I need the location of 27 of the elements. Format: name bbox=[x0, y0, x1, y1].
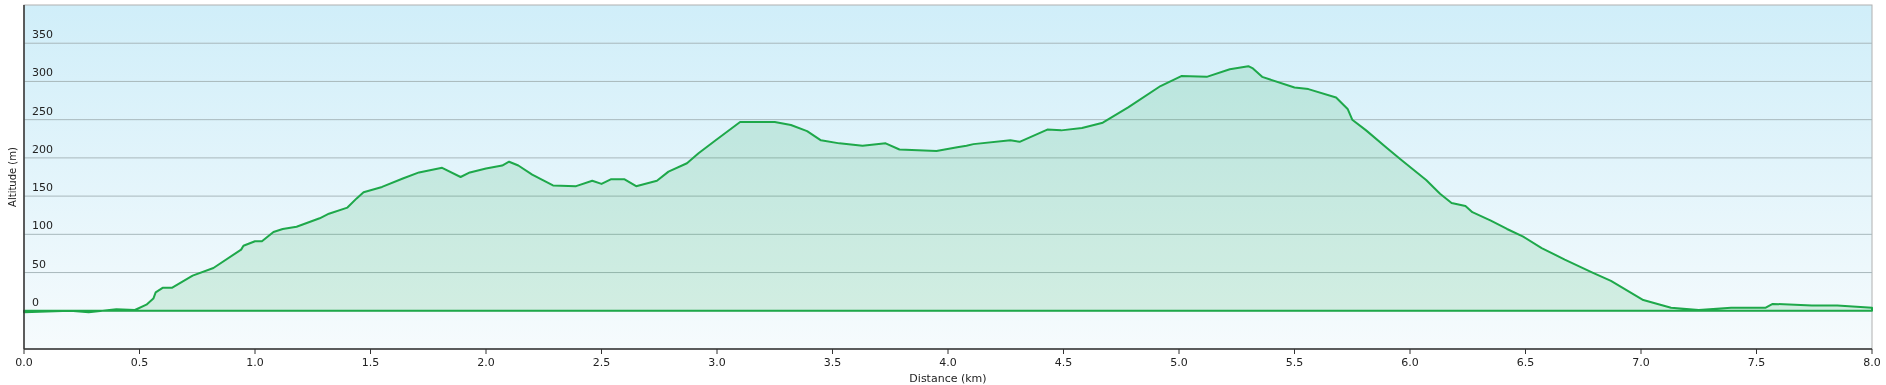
x-tick-label: 3.5 bbox=[823, 356, 842, 369]
x-tick-label: 5.0 bbox=[1170, 356, 1188, 369]
y-tick-label: 150 bbox=[32, 181, 53, 195]
x-tick-label: 3.0 bbox=[708, 356, 726, 369]
y-axis-title: Altitude (m) bbox=[7, 147, 18, 207]
y-tick-label: 350 bbox=[32, 28, 53, 42]
x-tick-label: 2.5 bbox=[592, 356, 611, 369]
x-tick-label: 7.0 bbox=[1632, 356, 1650, 369]
y-tick-label: 100 bbox=[32, 219, 53, 233]
x-tick-label: 5.5 bbox=[1285, 356, 1304, 369]
x-tick-label: 2.0 bbox=[477, 356, 495, 369]
x-axis-title: Distance (km) bbox=[909, 372, 987, 385]
x-tick-label: 6.5 bbox=[1516, 356, 1535, 369]
y-tick-label: 200 bbox=[32, 142, 53, 156]
x-tick-label: 4.5 bbox=[1054, 356, 1073, 369]
x-tick-label: 7.5 bbox=[1747, 356, 1766, 369]
y-tick-label: 250 bbox=[32, 104, 53, 118]
x-tick-label: 0.0 bbox=[15, 356, 33, 369]
x-tick-label: 8.0 bbox=[1863, 356, 1881, 369]
x-tick-label: 4.0 bbox=[939, 356, 957, 369]
x-tick-label: 1.5 bbox=[361, 356, 380, 369]
x-tick-label: 6.0 bbox=[1401, 356, 1419, 369]
y-tick-label: 300 bbox=[32, 66, 53, 80]
x-tick-label: 0.5 bbox=[130, 356, 149, 369]
x-tick-label: 1.0 bbox=[246, 356, 264, 369]
y-tick-label: 50 bbox=[32, 257, 46, 271]
y-tick-label: 0 bbox=[32, 295, 39, 309]
